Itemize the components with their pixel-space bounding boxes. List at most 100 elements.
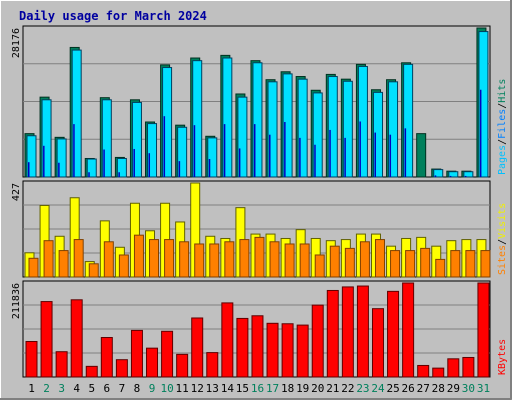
bar-kbytes-day-21 xyxy=(326,289,339,378)
bar-files-day-13 xyxy=(207,137,218,178)
bar-pages-day-5 xyxy=(88,172,90,177)
bar-kbytes-day-1 xyxy=(25,341,38,378)
bar-pages-day-22 xyxy=(344,137,346,177)
bar-kbytes-day-6 xyxy=(100,337,113,378)
bar-sites-day-8 xyxy=(133,234,144,278)
bar-files-day-12 xyxy=(192,60,203,178)
bar-pages-day-10 xyxy=(163,116,166,177)
bar-sites-day-10 xyxy=(164,239,175,278)
bar-files-day-5 xyxy=(86,158,97,178)
bar-pages-day-2 xyxy=(43,145,45,177)
legend-entry: Visits xyxy=(497,203,508,239)
x-tick-label: 31 xyxy=(477,382,490,395)
x-tick-label: 29 xyxy=(447,382,460,395)
x-tick-label: 18 xyxy=(281,382,294,395)
bar-sites-day-26 xyxy=(405,250,416,278)
x-tick-label: 13 xyxy=(206,382,219,395)
bar-files-day-15 xyxy=(237,96,248,178)
bar-pages-day-19 xyxy=(299,137,301,177)
bar-files-day-18 xyxy=(282,73,293,178)
x-tick-label: 25 xyxy=(386,382,399,395)
x-tick-label: 4 xyxy=(73,382,80,395)
legend-visitors: Sites/Visits xyxy=(497,203,508,275)
bar-files-day-4 xyxy=(71,49,82,178)
x-tick-label: 24 xyxy=(371,382,385,395)
legend-entry: Files xyxy=(497,109,508,139)
x-tick-label: 27 xyxy=(417,382,430,395)
bar-files-day-8 xyxy=(131,101,142,178)
bar-sites-day-12 xyxy=(194,243,205,278)
bar-files-day-28 xyxy=(433,169,444,178)
bar-sites-day-15 xyxy=(239,239,250,278)
bar-pages-day-18 xyxy=(284,122,286,177)
bar-sites-day-9 xyxy=(149,239,160,278)
bar-files-day-11 xyxy=(177,126,188,178)
bar-sites-day-11 xyxy=(179,241,190,278)
x-tick-label: 20 xyxy=(311,382,324,395)
bar-sites-day-6 xyxy=(103,241,114,278)
x-tick-label: 6 xyxy=(104,382,111,395)
y-max-label: 211836 xyxy=(11,283,22,319)
bar-files-day-23 xyxy=(357,65,368,178)
bar-sites-day-28 xyxy=(435,258,446,278)
bar-kbytes-day-2 xyxy=(40,301,53,378)
bar-kbytes-day-28 xyxy=(432,367,445,378)
bar-pages-day-17 xyxy=(269,134,271,177)
y-max-label: 427 xyxy=(11,183,22,201)
bar-sites-day-23 xyxy=(359,241,370,278)
bar-sites-day-22 xyxy=(344,247,355,278)
legend-entry: Pages xyxy=(497,145,508,175)
bar-hits-day-27 xyxy=(416,133,427,178)
bar-files-day-21 xyxy=(327,76,338,178)
bar-files-day-16 xyxy=(252,62,263,178)
bar-pages-day-16 xyxy=(253,124,256,177)
legend-entry: / xyxy=(497,103,508,109)
bar-pages-day-12 xyxy=(193,125,196,177)
bar-files-day-3 xyxy=(56,138,67,178)
x-tick-label: 22 xyxy=(341,382,354,395)
bar-pages-day-6 xyxy=(103,149,105,177)
x-tick-label: 15 xyxy=(236,382,249,395)
bar-files-day-17 xyxy=(267,81,278,178)
x-tick-label: 21 xyxy=(326,382,339,395)
bar-pages-day-29 xyxy=(449,175,452,177)
x-tick-label: 23 xyxy=(356,382,369,395)
x-tick-label: 19 xyxy=(296,382,309,395)
bar-sites-day-17 xyxy=(269,241,280,278)
bar-pages-day-14 xyxy=(223,124,226,177)
bar-files-day-14 xyxy=(222,57,233,178)
bar-sites-day-5 xyxy=(88,263,99,278)
bar-files-day-10 xyxy=(162,67,173,178)
bar-kbytes-day-22 xyxy=(341,286,354,378)
x-tick-label: 2 xyxy=(43,382,50,395)
bar-files-day-7 xyxy=(116,157,127,178)
bar-sites-day-31 xyxy=(480,250,491,278)
legend-entry: KBytes xyxy=(497,339,508,375)
x-tick-label: 10 xyxy=(160,382,173,395)
bar-pages-day-28 xyxy=(434,175,437,177)
bar-files-day-22 xyxy=(342,80,353,178)
legend-entry: Hits xyxy=(497,79,508,103)
bar-files-day-19 xyxy=(297,78,308,178)
bar-pages-day-15 xyxy=(238,148,241,177)
bar-sites-day-18 xyxy=(284,243,295,278)
bar-kbytes-day-12 xyxy=(191,317,204,378)
x-tick-label: 3 xyxy=(58,382,65,395)
bar-files-day-25 xyxy=(388,81,399,178)
bar-kbytes-day-17 xyxy=(266,322,279,378)
bar-files-day-2 xyxy=(41,99,52,178)
bar-files-day-26 xyxy=(403,63,414,178)
bar-files-day-30 xyxy=(463,171,474,178)
bar-sites-day-3 xyxy=(58,250,69,278)
bar-files-day-9 xyxy=(147,123,158,178)
x-tick-label: 1 xyxy=(28,382,35,395)
bar-sites-day-4 xyxy=(73,239,84,278)
bar-sites-day-16 xyxy=(254,236,265,278)
bar-pages-day-30 xyxy=(464,175,467,177)
x-tick-label: 9 xyxy=(149,382,156,395)
bar-sites-day-24 xyxy=(374,239,385,278)
legend-entry: / xyxy=(497,139,508,145)
bar-kbytes-day-15 xyxy=(236,317,249,378)
